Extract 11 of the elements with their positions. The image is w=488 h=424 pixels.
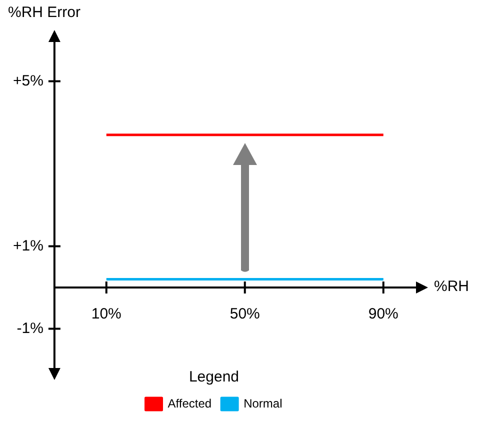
x-axis-title: %RH	[434, 278, 470, 294]
y-tick-label: +5%	[12, 72, 44, 90]
y-axis-title: %RH Error	[8, 4, 81, 21]
legend-label: Normal	[244, 396, 282, 410]
x-tick-label: 50%	[230, 306, 260, 323]
x-tick-label: 90%	[368, 306, 398, 323]
y-tick-label: -1%	[16, 320, 44, 337]
x-tick-label: 10%	[91, 306, 122, 323]
legend-title: Legend	[188, 368, 240, 386]
y-tick-label: +1%	[12, 237, 44, 254]
legend-label: Affected	[168, 396, 212, 410]
